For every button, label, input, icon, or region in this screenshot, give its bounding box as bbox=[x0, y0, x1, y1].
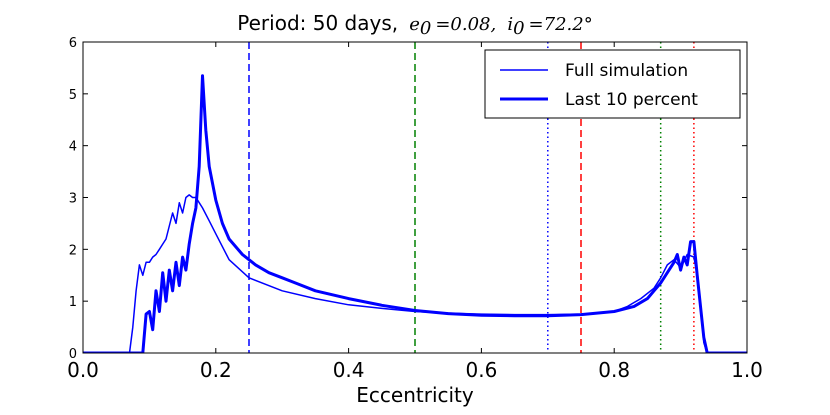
title-i-subscript: 0 bbox=[513, 18, 524, 39]
title-prefix: Period: 50 days, bbox=[237, 11, 398, 35]
x-tick-label: 1.0 bbox=[731, 358, 763, 382]
legend-box bbox=[484, 49, 741, 119]
title-e-subscript: 0 bbox=[420, 18, 431, 39]
x-tick-label: 0.0 bbox=[67, 358, 99, 382]
y-tick-label: 3 bbox=[69, 192, 77, 207]
legend-label-full-simulation: Full simulation bbox=[565, 61, 688, 81]
title-e-value: =0.08, bbox=[435, 14, 496, 35]
x-tick-label: 0.6 bbox=[465, 358, 497, 382]
series-line-last-10-percent bbox=[83, 74, 747, 353]
title-i-symbol: i bbox=[507, 14, 513, 35]
y-tick-label: 4 bbox=[69, 140, 77, 155]
x-axis-label: Eccentricity bbox=[356, 383, 474, 407]
x-tick-label: 0.2 bbox=[200, 358, 232, 382]
series-line-full-simulation bbox=[83, 194, 747, 353]
title-i-value: =72.2° bbox=[529, 14, 593, 35]
y-tick-label: 0 bbox=[69, 347, 77, 362]
legend-label-last-10-percent: Last 10 percent bbox=[565, 90, 698, 110]
x-tick-label: 0.4 bbox=[333, 358, 365, 382]
chart-title: Period: 50 days, e0 =0.08, i0 =72.2° bbox=[237, 11, 592, 39]
y-tick-label: 5 bbox=[69, 88, 77, 103]
y-tick-label: 2 bbox=[69, 243, 77, 258]
y-tick-label: 1 bbox=[69, 295, 77, 310]
title-e-symbol: e bbox=[409, 14, 420, 35]
y-tick-label: 6 bbox=[69, 36, 77, 51]
x-tick-label: 0.8 bbox=[598, 358, 630, 382]
legend: Full simulation Last 10 percent bbox=[484, 49, 741, 119]
